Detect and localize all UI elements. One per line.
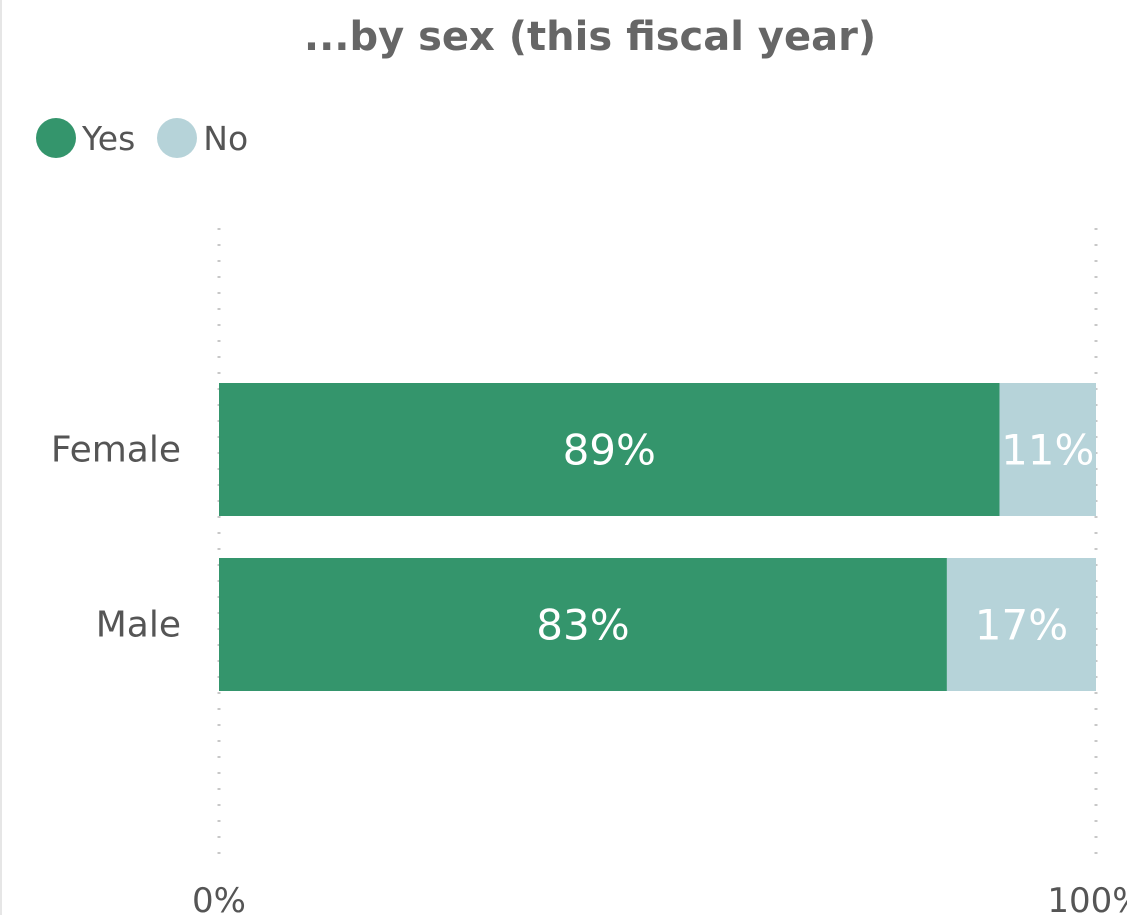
x-tick-label-0: 0%	[192, 881, 246, 915]
data-label-male-yes: 83%	[536, 601, 629, 650]
x-tick-label-1: 100%	[1047, 881, 1127, 915]
data-label-female-yes: 89%	[563, 426, 656, 475]
category-label-male: Male	[96, 605, 181, 646]
data-label-female-no: 11%	[1001, 426, 1094, 475]
data-label-male-no: 17%	[975, 601, 1068, 650]
category-label-female: Female	[51, 430, 181, 471]
